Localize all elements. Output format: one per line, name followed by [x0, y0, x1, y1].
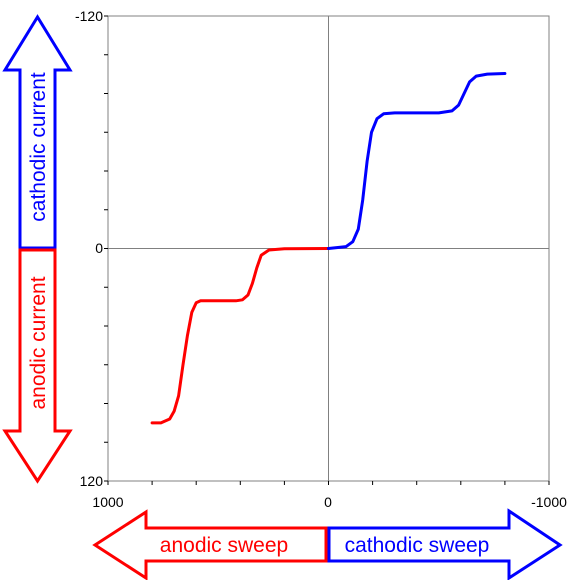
anodic-sweep-arrow	[92, 509, 328, 580]
cathodic-sweep-label: cathodic sweep	[345, 534, 490, 557]
cathodic-sweep-arrow	[327, 508, 563, 580]
cathodic-current-label: cathodic current	[27, 72, 50, 222]
anodic-current-arrow	[2, 248, 73, 484]
series-cathodic-line	[327, 72, 507, 250]
cathodic-current-arrow	[2, 14, 73, 250]
x-tick-label-left: 1000	[92, 494, 123, 510]
x-axis-ticks	[107, 481, 550, 485]
y-tick-label-top: -120	[75, 8, 103, 24]
x-tick-label-right: -1000	[531, 494, 567, 510]
series-anodic-line	[150, 247, 330, 425]
y-tick-label-bottom: 120	[80, 473, 104, 489]
x-tick-label-zero: 0	[324, 494, 332, 510]
y-axis-ticks	[104, 15, 108, 482]
anodic-sweep-label: anodic sweep	[160, 534, 288, 557]
y-tick-label-zero: 0	[95, 240, 103, 256]
anodic-current-label: anodic current	[27, 276, 50, 409]
